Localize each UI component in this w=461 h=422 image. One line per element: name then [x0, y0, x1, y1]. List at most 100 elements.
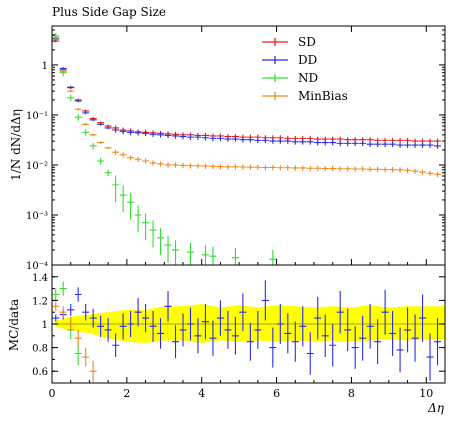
ratio-point: [276, 303, 284, 345]
data-point: [172, 133, 180, 139]
data-point: [419, 142, 427, 148]
ratio-point: [306, 332, 314, 375]
y-tick-label: 10⁻¹: [26, 111, 48, 122]
data-point: [89, 142, 97, 150]
data-point: [381, 167, 389, 173]
data-point: [74, 99, 82, 103]
x-tick-label: 2: [123, 387, 130, 400]
data-point: [186, 242, 194, 265]
data-point: [351, 166, 359, 172]
data-point: [164, 235, 172, 263]
data-point: [389, 167, 397, 173]
data-point: [359, 140, 367, 147]
data-point: [329, 140, 337, 146]
ratio-point: [52, 288, 60, 301]
data-point: [142, 130, 150, 137]
data-point: [254, 164, 262, 171]
data-point: [224, 164, 232, 170]
data-point: [321, 166, 329, 172]
ratio-point: [112, 333, 120, 358]
x-tick-label: 4: [198, 387, 205, 400]
data-point: [82, 123, 90, 126]
x-tick-label: 0: [49, 387, 56, 400]
data-point: [336, 140, 344, 147]
data-point: [97, 141, 105, 144]
y-tick-label: 10⁻²: [26, 161, 48, 172]
data-point: [404, 167, 412, 174]
data-point: [172, 162, 180, 168]
y-tick-label: 10⁻⁴: [26, 261, 48, 272]
ratio-point: [404, 307, 412, 353]
data-point: [419, 169, 427, 175]
data-point: [374, 141, 382, 147]
data-point: [127, 129, 135, 136]
legend-label-dd: DD: [298, 53, 317, 67]
data-point: [306, 165, 314, 172]
data-point: [201, 245, 209, 265]
data-point: [306, 139, 314, 145]
legend-swatch-nd: [262, 74, 288, 82]
data-point: [389, 141, 397, 147]
data-point: [366, 137, 374, 143]
data-point: [269, 165, 277, 171]
x-axis-label: Δη: [427, 401, 445, 415]
ratio-point: [261, 280, 269, 321]
y-axis-label: 1/N dN/dΔη: [9, 109, 23, 181]
data-point: [134, 156, 142, 163]
data-point: [404, 137, 412, 144]
main-plot-frame: [51, 25, 446, 266]
ratio-point: [216, 300, 224, 336]
data-point: [164, 162, 172, 168]
ratio-point: [321, 314, 329, 358]
ratio-point: [209, 320, 217, 356]
ratio-point: [344, 308, 352, 352]
ratio-point: [149, 311, 157, 342]
data-point: [276, 138, 284, 144]
data-point: [299, 165, 307, 171]
data-point: [411, 168, 419, 174]
y-tick-label: 1: [42, 61, 48, 72]
data-point: [104, 169, 112, 177]
data-point: [112, 175, 120, 203]
ratio-point: [179, 313, 187, 347]
ratio-point: [291, 321, 299, 362]
data-point: [112, 149, 120, 155]
ratio-point: [351, 326, 359, 369]
ratio-point: [59, 306, 67, 319]
data-point: [112, 127, 120, 133]
ratio-point: [366, 303, 374, 349]
data-point: [396, 167, 404, 173]
data-point: [172, 240, 180, 265]
ratio-point: [89, 360, 97, 382]
ratio-point: [299, 306, 307, 347]
x-tick-label: 8: [348, 387, 355, 400]
data-point: [59, 67, 67, 70]
chart-title: Plus Side Gap Size: [52, 5, 166, 19]
ratio-point: [82, 347, 90, 367]
ratio-point: [52, 301, 60, 312]
data-point: [67, 94, 75, 102]
data-point: [336, 166, 344, 172]
data-point: [231, 248, 239, 265]
data-point: [246, 137, 254, 143]
data-point: [194, 163, 202, 169]
ratio-point: [142, 303, 150, 333]
data-point: [284, 165, 292, 171]
ratio-point: [434, 318, 442, 366]
ratio-point: [172, 325, 180, 359]
y-tick-label: 10⁻³: [26, 211, 48, 222]
data-point: [366, 166, 374, 173]
x-tick-label: 6: [273, 387, 280, 400]
data-point: [74, 107, 82, 111]
data-point: [67, 89, 75, 93]
ratio-point: [389, 311, 397, 356]
data-point: [329, 166, 337, 172]
data-point: [89, 118, 97, 122]
data-point: [142, 213, 150, 241]
data-point: [314, 140, 322, 146]
ratio-point: [419, 294, 427, 342]
ratio-point: [67, 316, 75, 332]
ratio-point: [59, 281, 67, 296]
ratio-point: [97, 315, 105, 337]
